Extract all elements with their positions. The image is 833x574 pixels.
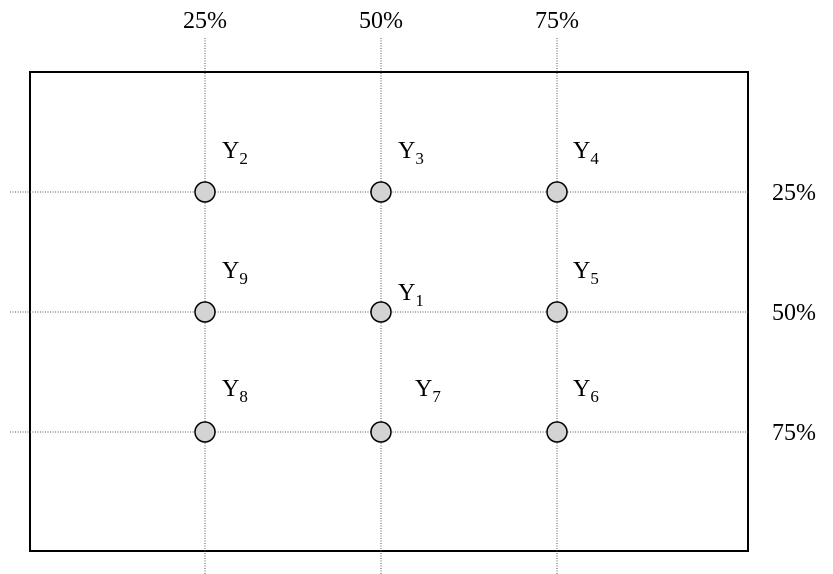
node-label-subscript: 9 bbox=[239, 269, 248, 288]
node-label-main: Y bbox=[398, 138, 415, 164]
node-label-subscript: 5 bbox=[590, 269, 599, 288]
node bbox=[546, 181, 568, 203]
node-label-main: Y bbox=[222, 138, 239, 164]
node-label: Y3 bbox=[398, 138, 424, 168]
node-label: Y9 bbox=[222, 258, 248, 288]
node bbox=[194, 181, 216, 203]
node bbox=[370, 421, 392, 443]
node-label-main: Y bbox=[398, 280, 415, 306]
node-label-subscript: 6 bbox=[590, 387, 599, 406]
row-label: 50% bbox=[772, 300, 816, 326]
row-label: 25% bbox=[772, 180, 816, 206]
column-label: 50% bbox=[359, 8, 403, 34]
node bbox=[370, 181, 392, 203]
node-label-main: Y bbox=[222, 376, 239, 402]
node-label: Y6 bbox=[573, 376, 599, 406]
node bbox=[546, 421, 568, 443]
row-label: 75% bbox=[772, 420, 816, 446]
column-label: 75% bbox=[535, 8, 579, 34]
node bbox=[194, 301, 216, 323]
node-label: Y8 bbox=[222, 376, 248, 406]
node bbox=[546, 301, 568, 323]
node-label-main: Y bbox=[573, 258, 590, 284]
node-label-main: Y bbox=[573, 376, 590, 402]
node-label-subscript: 2 bbox=[239, 149, 248, 168]
node-label: Y5 bbox=[573, 258, 599, 288]
node bbox=[370, 301, 392, 323]
node-label-main: Y bbox=[573, 138, 590, 164]
node-label: Y1 bbox=[398, 280, 424, 310]
node-label-subscript: 3 bbox=[415, 149, 424, 168]
node-label: Y4 bbox=[573, 138, 599, 168]
node-label-subscript: 1 bbox=[415, 291, 424, 310]
node-label-subscript: 7 bbox=[432, 387, 441, 406]
node-label: Y2 bbox=[222, 138, 248, 168]
node bbox=[194, 421, 216, 443]
node-label-subscript: 4 bbox=[590, 149, 599, 168]
column-label: 25% bbox=[183, 8, 227, 34]
node-label-subscript: 8 bbox=[239, 387, 248, 406]
node-label-main: Y bbox=[415, 376, 432, 402]
node-label-main: Y bbox=[222, 258, 239, 284]
node-label: Y7 bbox=[415, 376, 441, 406]
